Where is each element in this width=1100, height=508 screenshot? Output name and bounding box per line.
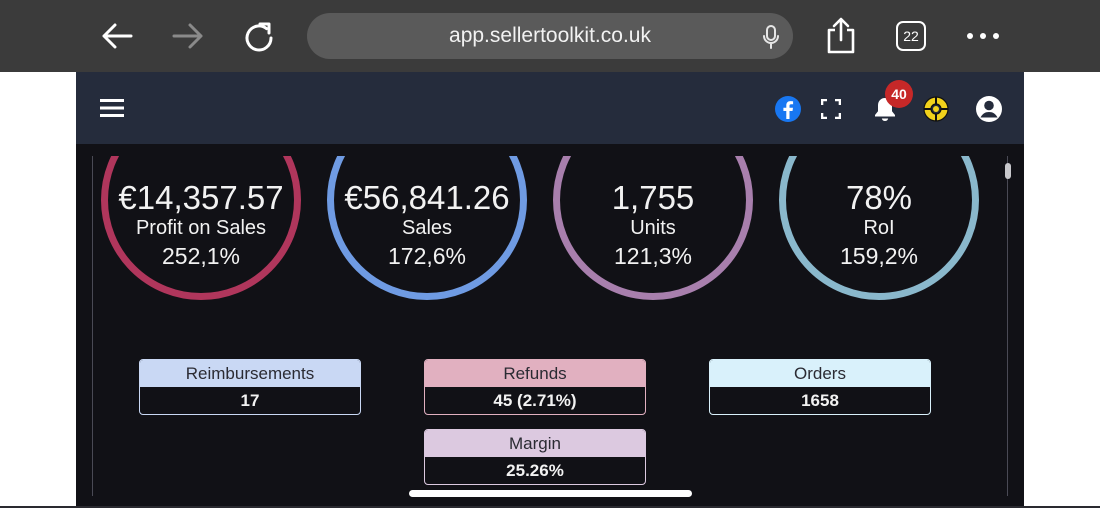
microphone-icon[interactable] [761, 24, 781, 55]
reimbursements-card[interactable]: Reimbursements 17 [139, 359, 361, 415]
orders-card[interactable]: Orders 1658 [709, 359, 931, 415]
kpi-value: €14,357.57 [118, 179, 284, 216]
card-title: Refunds [425, 360, 645, 387]
reload-icon[interactable] [243, 18, 277, 54]
kpi-roi: 78% RoI 159,2% [779, 156, 979, 300]
share-icon[interactable] [825, 16, 857, 56]
more-icon[interactable] [966, 31, 1000, 41]
kpi-label: Sales [401, 217, 453, 239]
card-title: Reimbursements [140, 360, 360, 387]
lifebuoy-icon[interactable] [922, 95, 950, 123]
card-value: 45 (2.71%) [493, 391, 577, 410]
card-title: Margin [425, 430, 645, 457]
account-icon[interactable] [975, 95, 1003, 123]
hamburger-menu-icon[interactable] [100, 99, 124, 117]
dashboard-content: €14,357.57 Profit on Sales 252,1% €56,84… [92, 156, 1008, 496]
arrow-left-icon[interactable] [100, 20, 134, 52]
notification-count-badge: 40 [885, 80, 913, 108]
refunds-card[interactable]: Refunds 45 (2.71%) [424, 359, 646, 415]
kpi-change: 159,2% [839, 243, 918, 269]
kpi-profit-on-sales: €14,357.57 Profit on Sales 252,1% [101, 156, 301, 300]
kpi-change: 121,3% [613, 243, 692, 269]
card-value: 1658 [801, 391, 839, 410]
kpi-value: 1,755 [611, 179, 695, 216]
kpi-value: €56,841.26 [344, 179, 510, 216]
kpi-value: 78% [845, 179, 913, 216]
margin-card[interactable]: Margin 25.26% [424, 429, 646, 485]
address-bar[interactable]: app.sellertoolkit.co.uk [307, 13, 793, 59]
kpi-label: RoI [863, 217, 895, 239]
fullscreen-icon[interactable] [821, 99, 841, 119]
browser-toolbar: app.sellertoolkit.co.uk 22 [0, 0, 1100, 72]
app-header: 40 [76, 72, 1024, 144]
kpi-units: 1,755 Units 121,3% [553, 156, 753, 300]
kpi-label: Profit on Sales [135, 217, 267, 239]
kpi-label: Units [630, 217, 676, 239]
facebook-icon[interactable] [775, 96, 801, 122]
tabs-icon[interactable]: 22 [896, 21, 926, 51]
home-indicator[interactable] [409, 490, 692, 497]
kpi-sales: €56,841.26 Sales 172,6% [327, 156, 527, 300]
kpi-change: 172,6% [387, 243, 466, 269]
card-value: 25.26% [506, 461, 564, 480]
arrow-right-icon[interactable] [171, 20, 205, 52]
url-text: app.sellertoolkit.co.uk [449, 24, 651, 47]
bottom-edge [0, 506, 1100, 508]
card-title: Orders [710, 360, 930, 387]
kpi-change: 252,1% [161, 243, 240, 269]
dashboard-page: 40 €14,357.57 Profit on Sales 252,1% €56… [76, 72, 1024, 508]
scrollbar-thumb[interactable] [1005, 163, 1011, 179]
card-value: 17 [240, 391, 260, 410]
